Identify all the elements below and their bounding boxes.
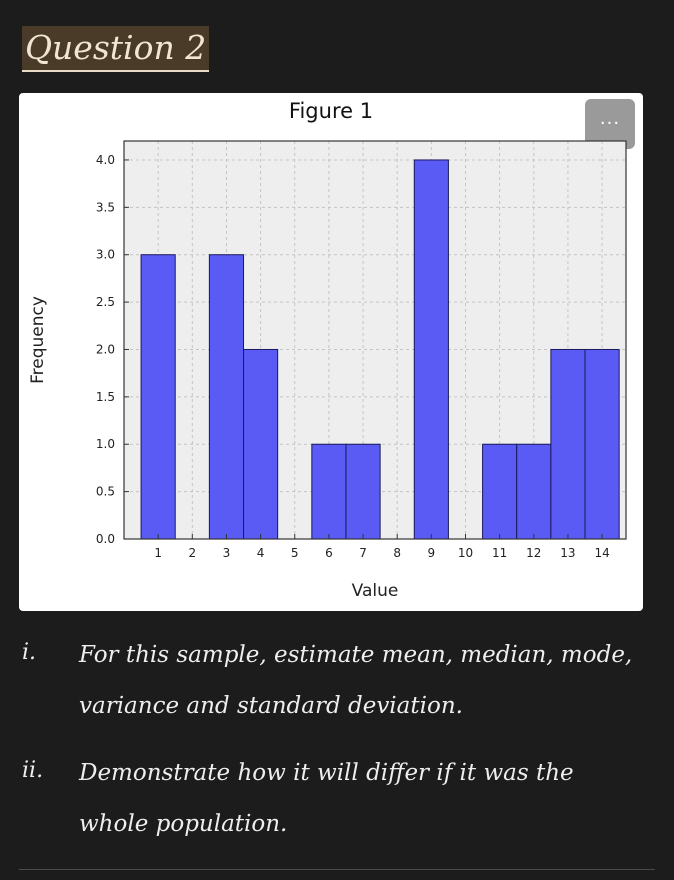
x-tick-label: 6 bbox=[325, 546, 333, 560]
x-tick-label: 3 bbox=[223, 546, 231, 560]
x-tick-label: 4 bbox=[257, 546, 265, 560]
histogram-bar bbox=[311, 443, 347, 540]
question-heading: Question 2 bbox=[22, 26, 210, 72]
x-tick-label: 1 bbox=[154, 546, 162, 560]
histogram-bar bbox=[550, 348, 586, 540]
histogram-bar bbox=[208, 254, 245, 540]
histogram-bar bbox=[413, 159, 449, 540]
y-axis-label: Frequency bbox=[28, 296, 48, 384]
x-tick-label: 11 bbox=[492, 546, 507, 560]
question-text: For this sample, estimate mean, median, … bbox=[79, 642, 633, 719]
x-tick-label: 10 bbox=[458, 546, 473, 560]
x-tick-label: 5 bbox=[291, 546, 299, 560]
histogram-chart: 0.00.51.01.52.02.53.03.54.01 2 3 4 5 6 7 8 9 10 11… bbox=[28, 140, 627, 601]
figure-title: Figure 1 bbox=[288, 99, 374, 123]
y-tick-label: 0.5 bbox=[96, 485, 115, 499]
x-tick-label: 12 bbox=[526, 546, 541, 560]
histogram-bar bbox=[482, 443, 518, 540]
x-tick-label: 14 bbox=[594, 546, 609, 560]
y-tick-label: 0.0 bbox=[96, 532, 115, 546]
y-tick-label: 2.0 bbox=[96, 342, 115, 356]
x-tick-label: 8 bbox=[393, 546, 401, 560]
x-tick-label: 9 bbox=[428, 546, 436, 560]
y-tick-label: 4.0 bbox=[96, 153, 115, 167]
x-tick-label: 7 bbox=[359, 546, 367, 560]
x-axis-label: Value bbox=[352, 581, 399, 601]
histogram-bar bbox=[584, 348, 620, 540]
x-tick-label: 2 bbox=[188, 546, 196, 560]
y-tick-label: 3.5 bbox=[96, 200, 115, 214]
figure-card: Figure 1 ... 0.0 0.5 1.0 1.5 2.0 2.5 3.0 3.5 4.0… bbox=[19, 93, 643, 611]
y-tick-label: 2.5 bbox=[96, 295, 115, 309]
question-text: Demonstrate how it will differ if it was… bbox=[79, 760, 574, 837]
y-tick-label: 3.0 bbox=[96, 248, 115, 262]
histogram-bar bbox=[140, 254, 176, 540]
question-marker: ii. bbox=[22, 758, 44, 783]
x-tick-label: 13 bbox=[560, 546, 575, 560]
y-tick-label: 1.0 bbox=[96, 437, 115, 451]
histogram-bar bbox=[345, 443, 381, 540]
divider bbox=[19, 869, 655, 870]
question-marker: i. bbox=[22, 640, 37, 665]
histogram-bar bbox=[243, 348, 279, 540]
plot-frame bbox=[123, 140, 627, 540]
y-tick-label: 1.5 bbox=[96, 390, 115, 404]
histogram-bar bbox=[516, 443, 552, 540]
